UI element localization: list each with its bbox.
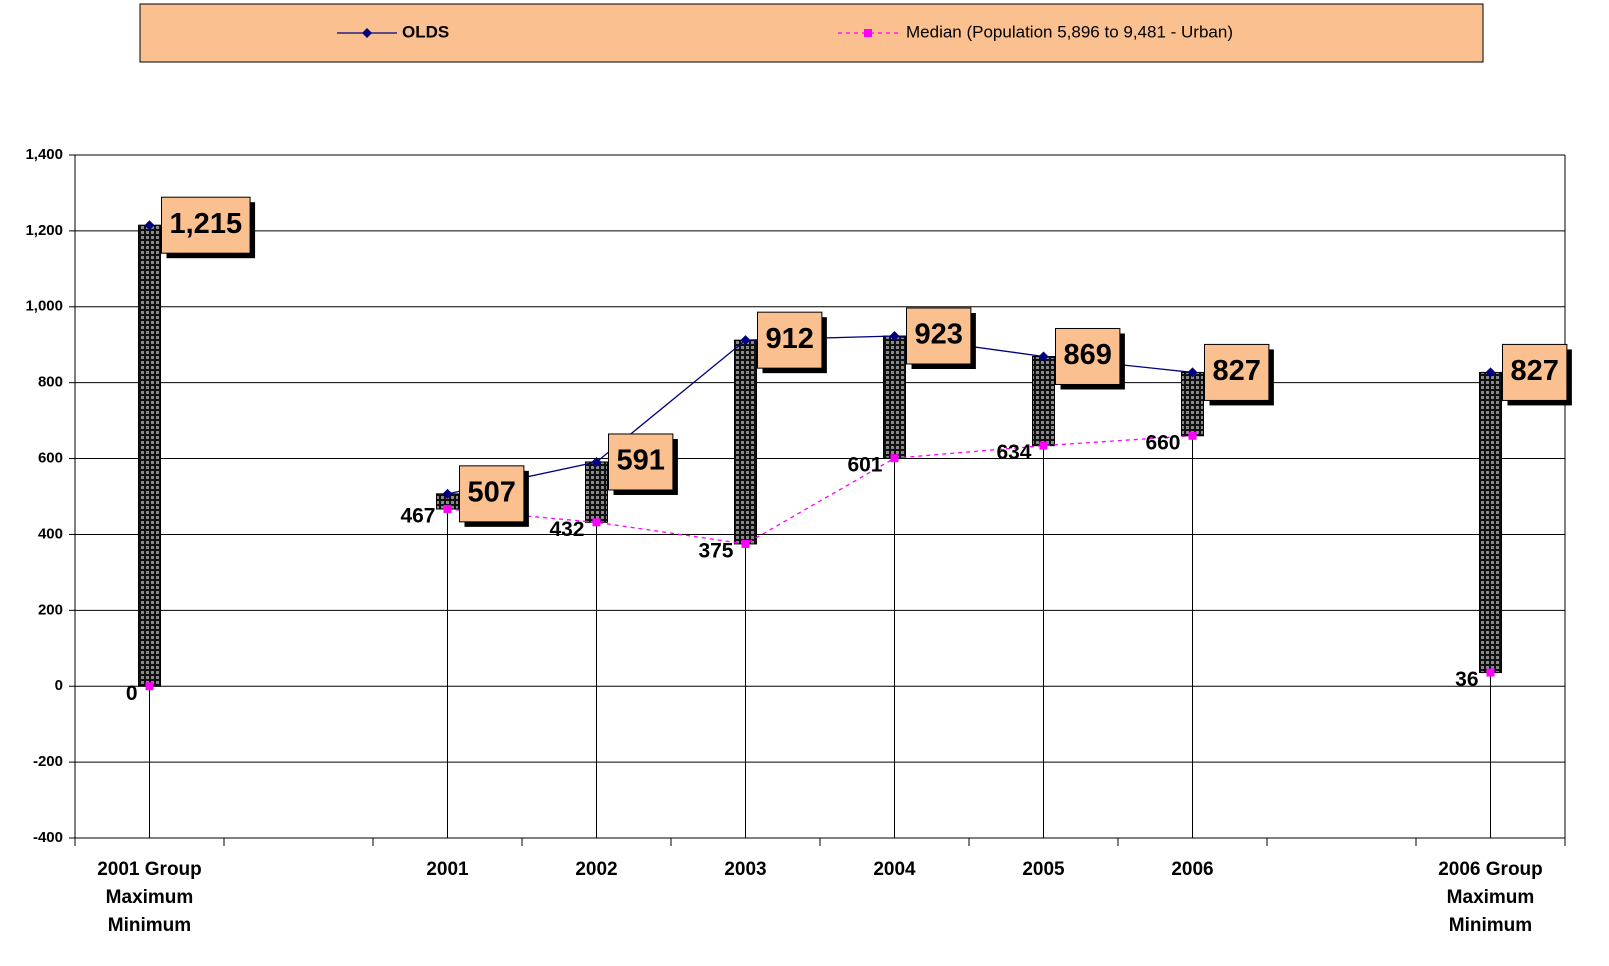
label-box (1204, 343, 1270, 401)
data-label: 601 (847, 454, 882, 477)
data-label: 507 (468, 477, 516, 509)
data-label-group: 827 (1204, 343, 1274, 406)
legend-marker (362, 28, 372, 38)
label-box (459, 465, 525, 523)
x-tick-label: 2003 (724, 859, 767, 880)
legend-label: Median (Population 5,896 to 9,481 - Urba… (906, 22, 1233, 41)
high-low-bar (1181, 371, 1204, 437)
legend-marker (864, 29, 872, 37)
data-label: 375 (698, 539, 733, 562)
high-low-bar (138, 224, 161, 687)
y-tick-label: 600 (38, 450, 63, 467)
data-label: 36 (1455, 668, 1478, 691)
marker (591, 456, 602, 467)
data-label-group: 912 (757, 311, 827, 374)
marker (1485, 367, 1496, 378)
x-tick-label: 2006 Group Maximum Minimum (1438, 859, 1543, 936)
label-box (161, 196, 251, 254)
data-label-group: 827 (1502, 343, 1572, 406)
high-low-bar (883, 335, 906, 459)
y-tick-label: -400 (33, 829, 63, 846)
marker (889, 330, 900, 341)
marker (1486, 668, 1495, 677)
data-label: 869 (1064, 339, 1112, 371)
marker (145, 682, 154, 691)
high-low-bar (585, 461, 608, 523)
high-low-bar (1032, 355, 1055, 447)
data-label-group: 591 (608, 433, 678, 495)
high-low-bar (1479, 371, 1502, 674)
data-label-group: 923 (906, 307, 976, 369)
marker (740, 335, 751, 346)
x-tick-label: 2001 (426, 859, 469, 880)
data-label-group: 507 (459, 465, 529, 527)
label-box (1502, 343, 1568, 401)
y-tick-label: 1,200 (25, 222, 63, 239)
x-tick-label: 2002 (575, 859, 618, 880)
label-box (1055, 327, 1121, 385)
marker (741, 539, 750, 548)
data-label: 827 (1213, 355, 1261, 387)
x-tick-label: 2001 Group Maximum Minimum (97, 859, 202, 936)
marker (1039, 441, 1048, 450)
marker (1187, 367, 1198, 378)
data-label: 827 (1511, 355, 1559, 387)
y-tick-label: 0 (55, 677, 63, 694)
data-label: 467 (400, 505, 435, 528)
marker (442, 488, 453, 499)
y-tick-label: 800 (38, 374, 63, 391)
data-label: 634 (996, 441, 1031, 464)
high-low-bar (734, 339, 757, 545)
data-label-group: 869 (1055, 327, 1125, 390)
marker (1188, 431, 1197, 440)
x-tick-label: 2004 (873, 859, 916, 880)
y-tick-label: 1,400 (25, 146, 63, 163)
marker (592, 518, 601, 527)
label-box (608, 433, 674, 491)
marker (144, 220, 155, 231)
data-label: 1,215 (170, 208, 243, 240)
y-tick-label: -200 (33, 753, 63, 770)
marker (890, 454, 899, 463)
marker (1038, 351, 1049, 362)
marker (443, 505, 452, 514)
x-tick-label: 2005 (1022, 859, 1065, 880)
y-tick-label: 400 (38, 525, 63, 542)
data-label: 923 (915, 319, 963, 351)
data-label: 591 (617, 445, 665, 477)
x-tick-label: 2006 (1171, 859, 1214, 880)
legend-label: OLDS (402, 22, 449, 41)
data-label: 0 (126, 682, 138, 705)
data-label: 432 (549, 518, 584, 541)
label-box (757, 311, 823, 369)
data-label: 660 (1145, 431, 1180, 454)
data-label-group: 1,215 (161, 196, 256, 259)
y-tick-label: 1,000 (25, 298, 63, 315)
data-label: 912 (766, 323, 814, 355)
y-tick-label: 200 (38, 601, 63, 618)
label-box (906, 307, 972, 365)
